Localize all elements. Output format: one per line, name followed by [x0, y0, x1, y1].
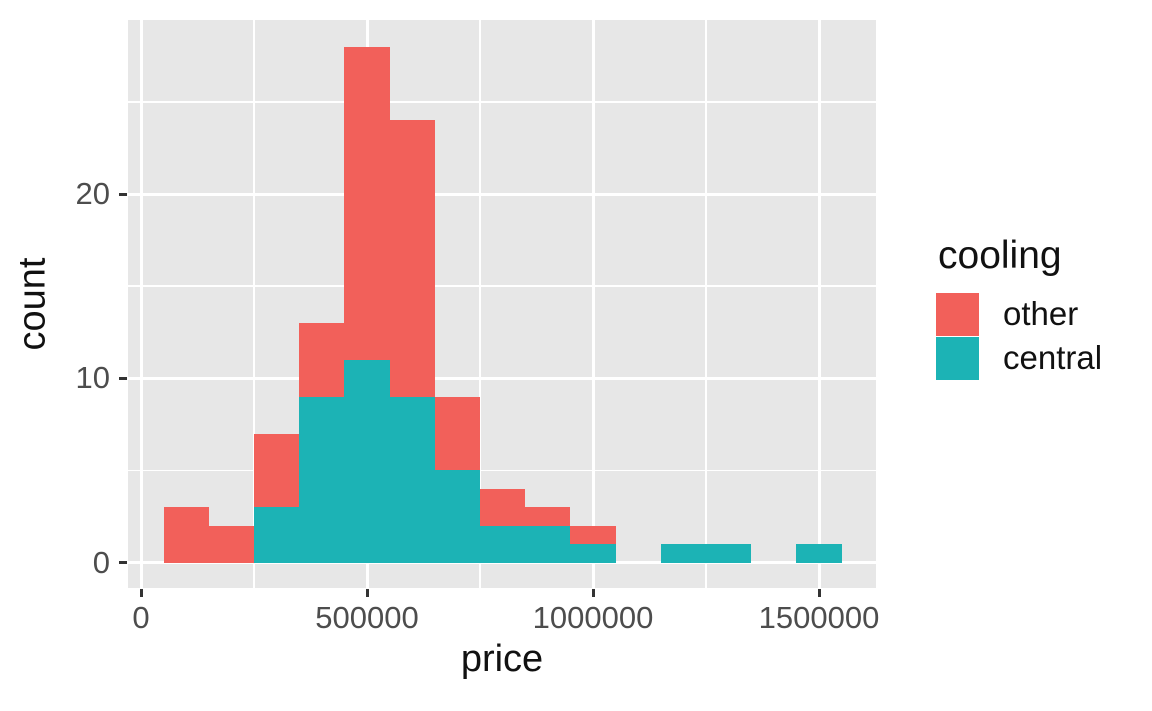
x-major-gridline: [139, 20, 143, 588]
histogram-bar-other: [389, 120, 435, 397]
histogram-bar-other: [254, 433, 300, 508]
y-tick-mark: [119, 561, 127, 565]
x-tick-label: 1000000: [532, 600, 654, 635]
legend-label-other: other: [1003, 295, 1079, 332]
x-tick-mark: [817, 589, 821, 597]
y-tick-mark: [119, 376, 127, 380]
histogram-bar-central: [660, 544, 706, 563]
x-tick-label: 1500000: [758, 600, 880, 635]
x-tick-mark: [591, 589, 595, 597]
histogram-bar-central: [706, 544, 752, 563]
x-axis-title: price: [460, 638, 544, 680]
histogram-bar-other: [208, 525, 254, 563]
histogram-bar-other: [299, 323, 345, 397]
histogram-bar-other: [525, 507, 571, 526]
histogram-bar-other: [163, 507, 209, 563]
histogram-bar-other: [344, 46, 390, 360]
histogram-bar-central: [389, 396, 435, 563]
x-minor-gridline: [479, 20, 481, 588]
x-tick-label: 0: [132, 600, 150, 635]
x-minor-gridline: [705, 20, 707, 588]
histogram-bar-other: [434, 396, 480, 471]
y-tick-label: 20: [75, 176, 110, 211]
legend-key-central-swatch: [936, 336, 979, 380]
x-tick-mark: [365, 589, 369, 597]
y-minor-gridline: [128, 469, 876, 472]
y-axis-title: count: [11, 257, 54, 351]
histogram-bar-central: [480, 525, 526, 563]
legend-key-other-swatch: [936, 292, 979, 336]
x-major-gridline: [817, 20, 821, 588]
legend-item-other: other: [936, 292, 1102, 336]
y-tick-label: 0: [92, 544, 110, 580]
histogram-bar-other: [570, 525, 616, 545]
y-major-gridline: [128, 561, 876, 565]
legend-label-central: central: [1003, 339, 1103, 376]
y-tick-mark: [119, 192, 127, 196]
x-tick-label: 500000: [315, 600, 419, 635]
histogram-bar-central: [570, 544, 616, 563]
x-minor-gridline: [253, 20, 255, 588]
x-tick-mark: [139, 589, 143, 597]
legend-title: cooling: [938, 234, 1062, 277]
histogram-bar-central: [344, 359, 390, 563]
plot-panel: [128, 20, 876, 588]
y-major-gridline: [128, 376, 876, 380]
histogram-bar-central: [254, 507, 300, 563]
y-minor-gridline: [128, 101, 876, 103]
histogram-bar-central: [796, 544, 842, 563]
y-minor-gridline: [128, 285, 876, 287]
legend-item-central: central: [936, 336, 1102, 380]
histogram-bar-other: [480, 488, 526, 526]
x-major-gridline: [591, 20, 595, 588]
y-tick-label: 10: [75, 360, 110, 396]
legend: cooling other central: [936, 234, 1102, 380]
histogram-bar-central: [434, 470, 480, 563]
y-major-gridline: [128, 192, 876, 196]
histogram-bar-central: [525, 525, 571, 563]
histogram-bar-central: [299, 396, 345, 563]
